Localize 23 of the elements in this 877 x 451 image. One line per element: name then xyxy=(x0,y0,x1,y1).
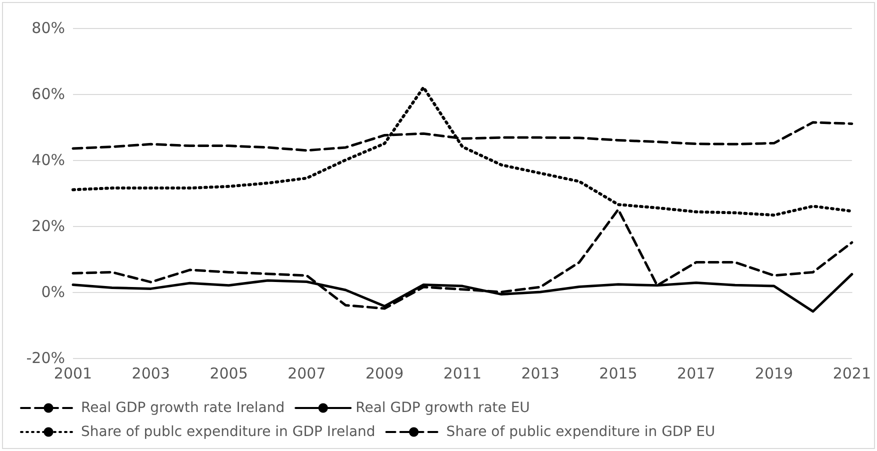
line-series xyxy=(72,208,854,310)
x-tick-label: 2011 xyxy=(443,364,482,382)
x-tick-label: 2001 xyxy=(54,364,92,382)
x-tick-label: 2003 xyxy=(132,364,170,382)
x-tick-label: 2017 xyxy=(677,364,716,382)
legend-label: Share of public expenditure in GDP EU xyxy=(446,424,716,440)
x-tick-label: 2019 xyxy=(754,364,794,382)
x-tick-label: 2021 xyxy=(832,364,872,382)
x-tick-label: 2009 xyxy=(365,364,404,382)
line-series xyxy=(72,86,854,217)
legend-label: Share of publc expenditure in GDP Ireland xyxy=(81,424,376,440)
x-tick-label: 2013 xyxy=(521,364,560,382)
y-tick-label: -20% xyxy=(26,349,65,367)
x-tick-label: 2005 xyxy=(210,364,248,382)
y-tick-label: 40% xyxy=(32,151,65,169)
x-tick-label: 2007 xyxy=(288,364,326,382)
y-tick-label: 60% xyxy=(32,85,65,103)
legend-label: Real GDP growth rate Ireland xyxy=(81,400,285,416)
y-tick-label: 80% xyxy=(32,19,65,37)
y-tick-label: 0% xyxy=(41,283,65,301)
legend-label: Real GDP growth rate EU xyxy=(356,400,530,416)
x-tick-label: 2015 xyxy=(599,364,638,382)
y-tick-label: 20% xyxy=(32,217,65,235)
